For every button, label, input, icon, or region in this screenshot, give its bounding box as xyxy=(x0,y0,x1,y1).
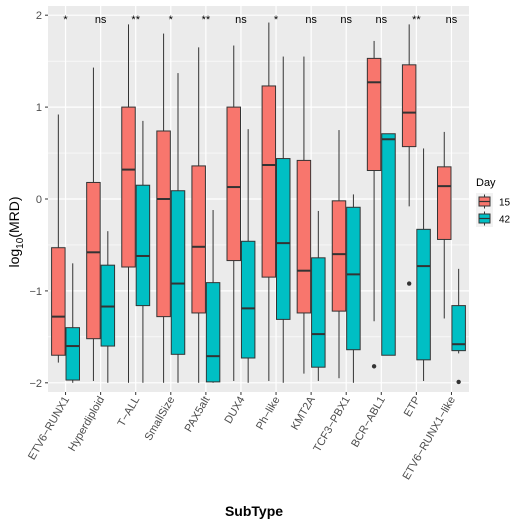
box-42-5 xyxy=(240,129,256,383)
box-15-1 xyxy=(86,67,101,381)
y-tick-label: −2 xyxy=(29,378,42,390)
box-15-3 xyxy=(156,33,171,383)
legend: Day 15 42 xyxy=(476,177,511,227)
box-42-4 xyxy=(205,210,221,383)
significance-labels: * ns ** * ** ns * ns ns ns ** ns xyxy=(63,14,457,26)
box-body xyxy=(275,158,291,320)
box-body xyxy=(311,257,326,368)
boxes-layer xyxy=(51,22,466,385)
y-tick-label: 2 xyxy=(36,10,42,22)
x-tick-label: DUX4 xyxy=(222,395,247,426)
box-body xyxy=(381,133,396,356)
x-tick-label: ETP xyxy=(402,395,423,420)
significance-label: * xyxy=(274,14,279,26)
significance-label: * xyxy=(169,14,174,26)
x-tick-label: PAX5alt xyxy=(183,395,213,435)
significance-label: ns xyxy=(446,14,458,26)
significance-label: ns xyxy=(340,14,352,26)
box-body xyxy=(346,206,361,351)
significance-label: ns xyxy=(375,14,387,26)
box-42-0 xyxy=(65,263,80,383)
box-42-7 xyxy=(311,210,326,381)
box-15-6 xyxy=(261,22,277,381)
box-body xyxy=(135,184,151,307)
box-body xyxy=(401,64,417,148)
box-42-3 xyxy=(170,73,186,383)
box-15-9 xyxy=(366,40,382,369)
box-body xyxy=(170,190,186,355)
x-tick-label: T−ALL xyxy=(116,395,143,429)
box-15-0 xyxy=(51,114,66,363)
outlier-point xyxy=(456,379,461,385)
significance-label: ** xyxy=(412,14,421,26)
box-15-11 xyxy=(437,131,452,319)
box-body xyxy=(261,85,277,278)
box-body xyxy=(226,106,242,262)
box-42-11 xyxy=(451,268,466,385)
box-42-10 xyxy=(416,148,431,381)
box-15-5 xyxy=(226,45,242,381)
box-42-2 xyxy=(135,120,151,383)
box-body xyxy=(240,240,256,359)
box-body xyxy=(296,159,312,314)
y-axis-title: log10(MRD) xyxy=(6,196,26,267)
box-body xyxy=(191,165,206,314)
box-body xyxy=(205,282,221,383)
significance-label: ** xyxy=(202,14,211,26)
box-body xyxy=(437,166,452,240)
legend-key-42 xyxy=(476,210,493,227)
box-42-8 xyxy=(346,194,361,383)
x-tick-label: Hyperdiploid xyxy=(66,395,107,454)
y-axis: −2 −1 0 1 2 xyxy=(29,10,48,390)
x-tick-label: Ph−like xyxy=(254,395,283,433)
box-body xyxy=(366,57,382,172)
box-15-7 xyxy=(296,56,312,374)
grid-minor xyxy=(48,60,469,338)
box-body xyxy=(156,130,171,318)
y-tick-label: 1 xyxy=(36,102,42,114)
legend-key-15 xyxy=(476,193,493,210)
significance-label: ** xyxy=(131,14,140,26)
box-body xyxy=(86,181,101,340)
box-body xyxy=(51,247,66,356)
legend-label: 15 xyxy=(499,198,511,209)
y-tick-label: 0 xyxy=(36,194,42,206)
box-body xyxy=(451,305,466,352)
significance-label: * xyxy=(63,14,68,26)
box-body xyxy=(121,106,136,268)
box-15-2 xyxy=(121,24,136,383)
x-tick-label: TCF3−PBX1 xyxy=(311,395,352,455)
legend-label: 42 xyxy=(499,215,511,226)
box-15-8 xyxy=(331,130,347,379)
box-42-1 xyxy=(100,231,116,383)
x-axis-title: SubType xyxy=(225,503,283,519)
significance-label: ns xyxy=(95,14,107,26)
outlier-point xyxy=(406,281,412,286)
x-tick-label: BCR−ABL1 xyxy=(349,395,388,450)
box-body xyxy=(331,200,347,312)
outlier-point xyxy=(371,364,377,369)
box-42-9 xyxy=(381,133,396,356)
legend-title: Day xyxy=(476,177,496,189)
y-tick-label: −1 xyxy=(29,286,42,298)
box-15-4 xyxy=(191,47,206,383)
x-tick-label: KMT2A xyxy=(289,394,318,432)
box-15-10 xyxy=(401,24,417,286)
x-tick-label: SmallSize xyxy=(143,395,178,443)
significance-label: ns xyxy=(235,14,247,26)
x-tick-label: ETV6−RUNX1 xyxy=(26,395,72,463)
significance-label: ns xyxy=(305,14,317,26)
box-body xyxy=(65,327,80,381)
box-body xyxy=(416,228,431,361)
box-42-6 xyxy=(275,56,291,383)
